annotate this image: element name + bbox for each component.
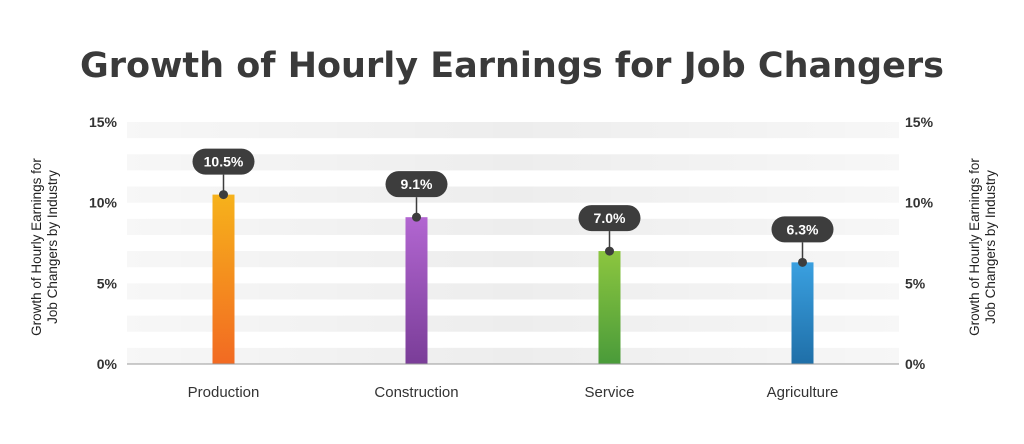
- x-tick-label: Service: [584, 384, 634, 401]
- y-tick-label-right: 5%: [905, 275, 926, 291]
- value-callout: [385, 171, 448, 198]
- x-tick-label: Agriculture: [767, 384, 839, 401]
- data-label: 9.1%: [401, 176, 433, 192]
- value-callout: [771, 216, 834, 243]
- y-axis-right: 0% 5% 10% 15%: [905, 114, 934, 372]
- chart-title: Growth of Hourly Earnings for Job Change…: [80, 46, 944, 86]
- x-tick-label: Construction: [374, 384, 458, 401]
- y-tick-label-left: 0%: [97, 356, 118, 372]
- value-callout: [192, 148, 255, 175]
- data-label: 10.5%: [204, 154, 244, 170]
- bars: 10.5% 9.1% 7.0% 6.3%: [192, 148, 834, 364]
- bar-production: [212, 194, 235, 364]
- y-tick-label-left: 5%: [97, 275, 118, 291]
- y-tick-label-left: 15%: [89, 114, 118, 130]
- value-marker: [219, 190, 228, 200]
- value-marker: [412, 212, 421, 222]
- x-axis: Production Construction Service Agriculture: [188, 384, 839, 401]
- x-tick-label: Production: [188, 384, 260, 401]
- y-axis-title-left: Growth of Hourly Earnings forJob Changer…: [29, 158, 60, 336]
- bar-construction: [405, 217, 428, 364]
- y-axis-left: 0% 5% 10% 15%: [89, 114, 118, 372]
- value-callout: [578, 205, 641, 232]
- bar-agriculture: [791, 262, 814, 364]
- y-tick-label-left: 10%: [89, 195, 118, 211]
- y-axis-titles: Growth of Hourly Earnings forJob Changer…: [29, 158, 998, 336]
- data-label: 7.0%: [594, 210, 626, 226]
- bar-service: [598, 251, 621, 364]
- y-tick-label-right: 10%: [905, 195, 934, 211]
- value-marker: [605, 246, 614, 256]
- plot-fade: [127, 122, 899, 364]
- y-tick-label-right: 15%: [905, 114, 934, 130]
- y-tick-label-right: 0%: [905, 356, 926, 372]
- data-label: 6.3%: [787, 221, 819, 237]
- value-marker: [798, 257, 807, 267]
- y-axis-title-right: Growth of Hourly Earnings forJob Changer…: [967, 158, 998, 336]
